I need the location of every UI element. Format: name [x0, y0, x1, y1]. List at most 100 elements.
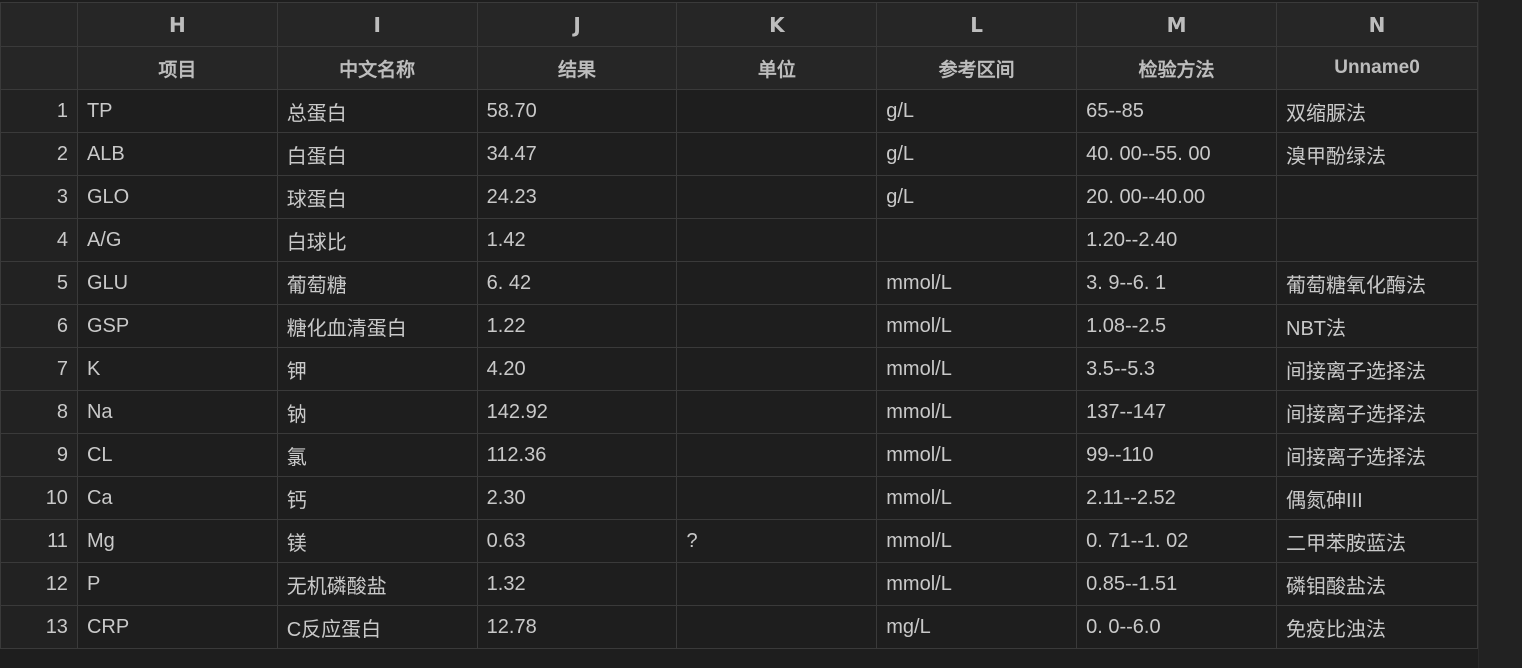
cell-reference-range[interactable]: mmol/L [876, 562, 1078, 606]
cell-unit[interactable] [676, 605, 878, 649]
row-number[interactable]: 7 [0, 347, 78, 391]
cell-reference-range[interactable]: mg/L [876, 605, 1078, 649]
cell-item[interactable]: Mg [76, 519, 278, 563]
cell-method[interactable]: 3. 9--6. 1 [1076, 261, 1277, 305]
cell-unname0[interactable] [1276, 175, 1478, 219]
cell-chinese-name[interactable]: 糖化血清蛋白 [276, 304, 478, 348]
cell-chinese-name[interactable]: 白球比 [276, 218, 478, 262]
cell-method[interactable]: 3.5--5.3 [1076, 347, 1277, 391]
cell-method[interactable]: 65--85 [1076, 89, 1277, 133]
cell-method[interactable]: 2.11--2.52 [1076, 476, 1277, 520]
row-number[interactable]: 5 [0, 261, 78, 305]
corner-cell[interactable] [0, 2, 78, 47]
row-number[interactable]: 11 [0, 519, 78, 563]
cell-unname0[interactable]: 间接离子选择法 [1276, 433, 1478, 477]
cell-unit[interactable]: ? [676, 519, 878, 563]
cell-unit[interactable] [676, 261, 878, 305]
cell-item[interactable]: CL [76, 433, 278, 477]
cell-method[interactable]: 40. 00--55. 00 [1076, 132, 1277, 176]
cell-unname0[interactable] [1276, 218, 1478, 262]
cell-item[interactable]: K [76, 347, 278, 391]
cell-chinese-name[interactable]: 无机磷酸盐 [276, 562, 478, 606]
cell-chinese-name[interactable]: C反应蛋白 [276, 605, 478, 649]
cell-unname0[interactable]: 偶氮砷III [1276, 476, 1478, 520]
row-number[interactable]: 6 [0, 304, 78, 348]
cell-chinese-name[interactable]: 钾 [276, 347, 478, 391]
cell-result[interactable]: 1.42 [476, 218, 678, 262]
cell-result[interactable]: 12.78 [476, 605, 678, 649]
cell-item[interactable]: P [76, 562, 278, 606]
row-number[interactable]: 4 [0, 218, 78, 262]
column-name-unit[interactable]: 单位 [676, 46, 878, 90]
column-header-N[interactable]: N [1276, 2, 1478, 47]
column-header-M[interactable]: M [1076, 2, 1277, 47]
cell-reference-range[interactable]: g/L [876, 175, 1078, 219]
cell-result[interactable]: 0.63 [476, 519, 678, 563]
row-number[interactable]: 2 [0, 132, 78, 176]
cell-reference-range[interactable]: g/L [876, 132, 1078, 176]
cell-chinese-name[interactable]: 葡萄糖 [276, 261, 478, 305]
column-name-chinese-name[interactable]: 中文名称 [276, 46, 478, 90]
cell-item[interactable]: ALB [76, 132, 278, 176]
cell-unname0[interactable]: 双缩脲法 [1276, 89, 1478, 133]
cell-method[interactable]: 0. 0--6.0 [1076, 605, 1277, 649]
cell-unname0[interactable]: NBT法 [1276, 304, 1478, 348]
cell-item[interactable]: GLU [76, 261, 278, 305]
column-header-L[interactable]: L [876, 2, 1078, 47]
row-number[interactable]: 8 [0, 390, 78, 434]
column-header-K[interactable]: K [676, 2, 878, 47]
cell-result[interactable]: 4.20 [476, 347, 678, 391]
cell-unname0[interactable]: 磷钼酸盐法 [1276, 562, 1478, 606]
cell-result[interactable]: 1.32 [476, 562, 678, 606]
cell-method[interactable]: 1.20--2.40 [1076, 218, 1277, 262]
cell-chinese-name[interactable]: 钠 [276, 390, 478, 434]
cell-reference-range[interactable]: g/L [876, 89, 1078, 133]
cell-unit[interactable] [676, 347, 878, 391]
cell-unit[interactable] [676, 132, 878, 176]
cell-method[interactable]: 20. 00--40.00 [1076, 175, 1277, 219]
cell-unit[interactable] [676, 218, 878, 262]
cell-reference-range[interactable] [876, 218, 1078, 262]
cell-chinese-name[interactable]: 白蛋白 [276, 132, 478, 176]
cell-reference-range[interactable]: mmol/L [876, 519, 1078, 563]
cell-method[interactable]: 99--110 [1076, 433, 1277, 477]
cell-reference-range[interactable]: mmol/L [876, 347, 1078, 391]
cell-result[interactable]: 112.36 [476, 433, 678, 477]
cell-item[interactable]: A/G [76, 218, 278, 262]
cell-item[interactable]: TP [76, 89, 278, 133]
cell-unname0[interactable]: 间接离子选择法 [1276, 347, 1478, 391]
cell-unit[interactable] [676, 304, 878, 348]
cell-reference-range[interactable]: mmol/L [876, 390, 1078, 434]
column-name-item[interactable]: 项目 [76, 46, 278, 90]
cell-item[interactable]: CRP [76, 605, 278, 649]
row-number[interactable]: 3 [0, 175, 78, 219]
cell-result[interactable]: 6. 42 [476, 261, 678, 305]
cell-result[interactable]: 142.92 [476, 390, 678, 434]
cell-unit[interactable] [676, 433, 878, 477]
cell-method[interactable]: 0. 71--1. 02 [1076, 519, 1277, 563]
cell-unit[interactable] [676, 89, 878, 133]
cell-result[interactable]: 58.70 [476, 89, 678, 133]
cell-item[interactable]: Ca [76, 476, 278, 520]
cell-unname0[interactable]: 间接离子选择法 [1276, 390, 1478, 434]
cell-unit[interactable] [676, 476, 878, 520]
row-number[interactable]: 13 [0, 605, 78, 649]
column-name-method[interactable]: 检验方法 [1076, 46, 1277, 90]
cell-chinese-name[interactable]: 总蛋白 [276, 89, 478, 133]
cell-chinese-name[interactable]: 镁 [276, 519, 478, 563]
row-number[interactable]: 12 [0, 562, 78, 606]
cell-unit[interactable] [676, 390, 878, 434]
cell-reference-range[interactable]: mmol/L [876, 433, 1078, 477]
column-header-J[interactable]: J [476, 2, 678, 47]
cell-method[interactable]: 137--147 [1076, 390, 1277, 434]
cell-unname0[interactable]: 溴甲酚绿法 [1276, 132, 1478, 176]
cell-item[interactable]: Na [76, 390, 278, 434]
cell-chinese-name[interactable]: 钙 [276, 476, 478, 520]
cell-unname0[interactable]: 葡萄糖氧化酶法 [1276, 261, 1478, 305]
column-name-unname0[interactable]: Unname0 [1276, 46, 1478, 90]
cell-item[interactable]: GLO [76, 175, 278, 219]
row-number[interactable]: 9 [0, 433, 78, 477]
cell-result[interactable]: 24.23 [476, 175, 678, 219]
cell-chinese-name[interactable]: 球蛋白 [276, 175, 478, 219]
cell-unit[interactable] [676, 562, 878, 606]
